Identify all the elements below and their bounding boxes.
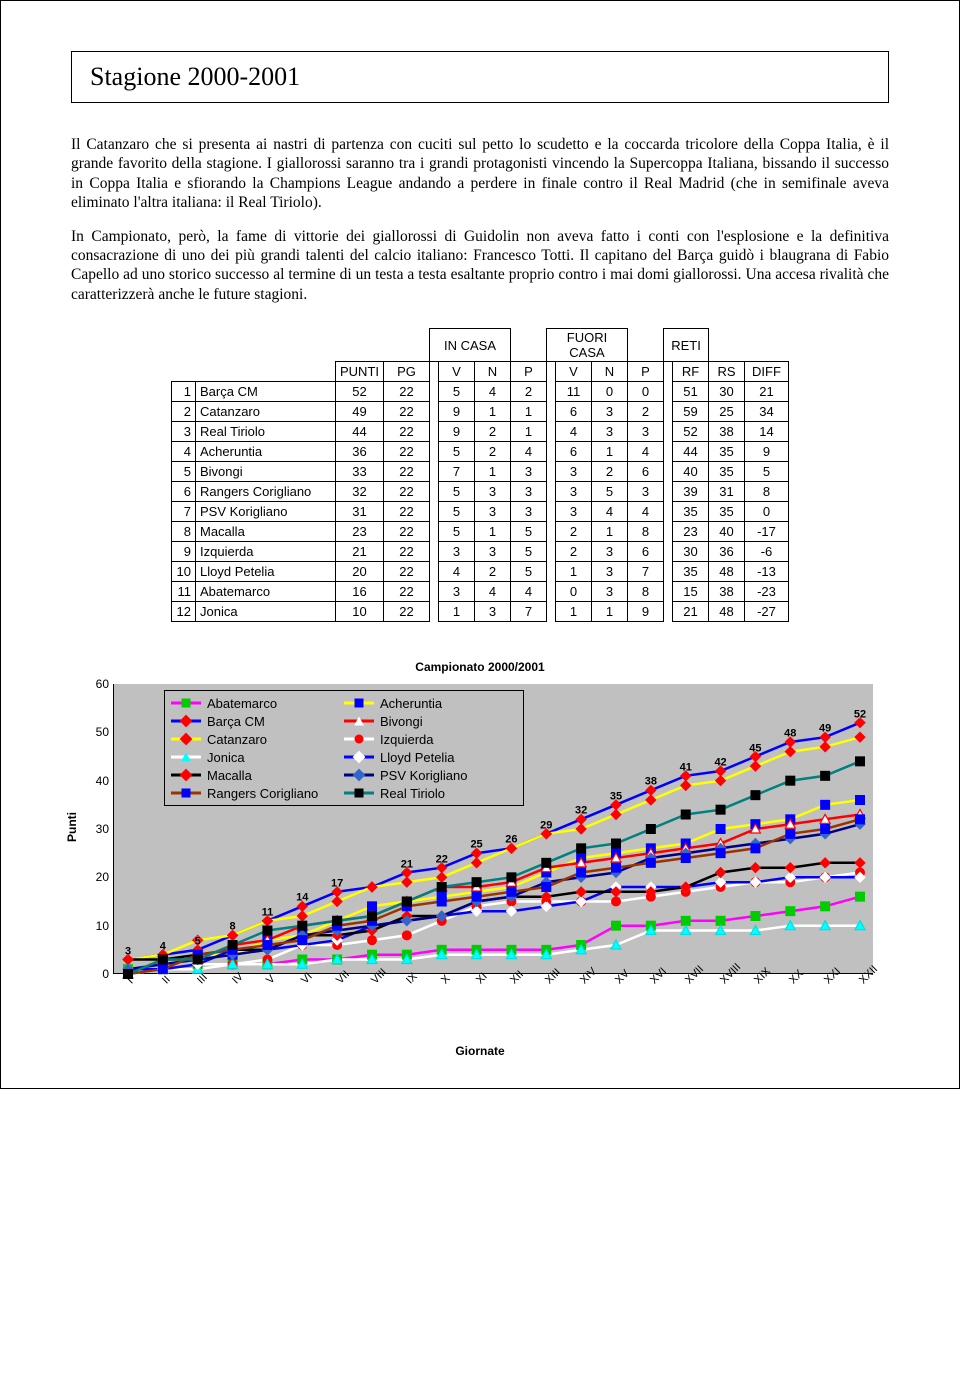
x-axis-label: Giornate <box>71 1044 889 1058</box>
column-header: V <box>439 362 475 382</box>
legend-label: Rangers Corigliano <box>207 786 318 801</box>
table-head: IN CASA FUORI CASA RETI PUNTIPGVNPVNPRFR… <box>172 329 789 382</box>
table-row: 8Macalla23225152182340-17 <box>172 522 789 542</box>
table-row: 5Bivongi332271332640355 <box>172 462 789 482</box>
table-body: 1Barça CM522254211005130212Catanzaro4922… <box>172 382 789 622</box>
column-header: PG <box>384 362 430 382</box>
legend-label: Jonica <box>207 750 245 765</box>
x-tick: V <box>264 973 278 987</box>
column-header: RF <box>673 362 709 382</box>
column-header: RS <box>709 362 745 382</box>
legend-label: Bivongi <box>380 714 423 729</box>
legend-label: PSV Korigliano <box>380 768 467 783</box>
x-tick: II <box>160 974 173 987</box>
table-row: 2Catanzaro4922911632592534 <box>172 402 789 422</box>
column-header: DIFF <box>745 362 789 382</box>
legend-item: Rangers Corigliano <box>171 784 344 802</box>
table-row: 7PSV Korigliano312253334435350 <box>172 502 789 522</box>
column-header: N <box>475 362 511 382</box>
group-header-reti: RETI <box>664 329 709 362</box>
table-row: 9Izquierda21223352363036-6 <box>172 542 789 562</box>
column-header-row: PUNTIPGVNPVNPRFRSDIFF <box>172 362 789 382</box>
legend-item: Catanzaro <box>171 730 344 748</box>
table-row: 4Acheruntia362252461444359 <box>172 442 789 462</box>
y-tick: 20 <box>89 870 109 884</box>
column-header: P <box>628 362 664 382</box>
x-tick: X <box>439 973 453 987</box>
legend-label: Acheruntia <box>380 696 442 711</box>
table-row: 12Jonica10221371192148-27 <box>172 602 789 622</box>
column-header: N <box>592 362 628 382</box>
legend: Abatemarco Acheruntia Barça CM Bivongi Catan… <box>164 690 524 806</box>
legend-item: Lloyd Petelia <box>344 748 517 766</box>
legend-item: Jonica <box>171 748 344 766</box>
legend-item: Barça CM <box>171 712 344 730</box>
paragraph-1: Il Catanzaro che si presenta ai nastri d… <box>71 135 889 213</box>
table-row: 11Abatemarco16223440381538-23 <box>172 582 789 602</box>
chart: Punti AbatemarcoAcheruntiaBarça CMBivong… <box>71 684 891 1014</box>
column-header: PUNTI <box>336 362 384 382</box>
legend-item: Izquierda <box>344 730 517 748</box>
legend-label: Lloyd Petelia <box>380 750 454 765</box>
legend-label: Barça CM <box>207 714 265 729</box>
group-header-fuoricasa: FUORI CASA <box>547 329 628 362</box>
legend-item: Acheruntia <box>344 694 517 712</box>
title-box: Stagione 2000-2001 <box>71 51 889 103</box>
legend-item: Abatemarco <box>171 694 344 712</box>
legend-item: Macalla <box>171 766 344 784</box>
legend-item: PSV Korigliano <box>344 766 517 784</box>
plot-area: Abatemarco Acheruntia Barça CM Bivongi Catan… <box>113 684 873 974</box>
standings-table: IN CASA FUORI CASA RETI PUNTIPGVNPVNPRFR… <box>171 328 789 622</box>
paragraph-2: In Campionato, però, la fame di vittorie… <box>71 227 889 305</box>
column-header: V <box>556 362 592 382</box>
y-tick: 60 <box>89 677 109 691</box>
y-tick: 40 <box>89 774 109 788</box>
group-header-incasa: IN CASA <box>430 329 511 362</box>
legend-label: Izquierda <box>380 732 433 747</box>
table-row: 3Real Tiriolo4422921433523814 <box>172 422 789 442</box>
y-tick: 10 <box>89 919 109 933</box>
legend-label: Real Tiriolo <box>380 786 445 801</box>
document-page: Stagione 2000-2001 Il Catanzaro che si p… <box>0 0 960 1089</box>
legend-label: Abatemarco <box>207 696 277 711</box>
column-header: P <box>511 362 547 382</box>
y-tick: 50 <box>89 725 109 739</box>
legend-item: Bivongi <box>344 712 517 730</box>
legend-label: Catanzaro <box>207 732 267 747</box>
table-row: 6Rangers Corigliano322253335339318 <box>172 482 789 502</box>
table-row: 10Lloyd Petelia20224251373548-13 <box>172 562 789 582</box>
legend-label: Macalla <box>207 768 252 783</box>
table-row: 1Barça CM52225421100513021 <box>172 382 789 402</box>
y-tick: 30 <box>89 822 109 836</box>
page-title: Stagione 2000-2001 <box>90 62 870 92</box>
y-axis-label: Punti <box>65 812 79 842</box>
legend-item: Real Tiriolo <box>344 784 517 802</box>
chart-title: Campionato 2000/2001 <box>71 660 889 674</box>
y-tick: 0 <box>89 967 109 981</box>
